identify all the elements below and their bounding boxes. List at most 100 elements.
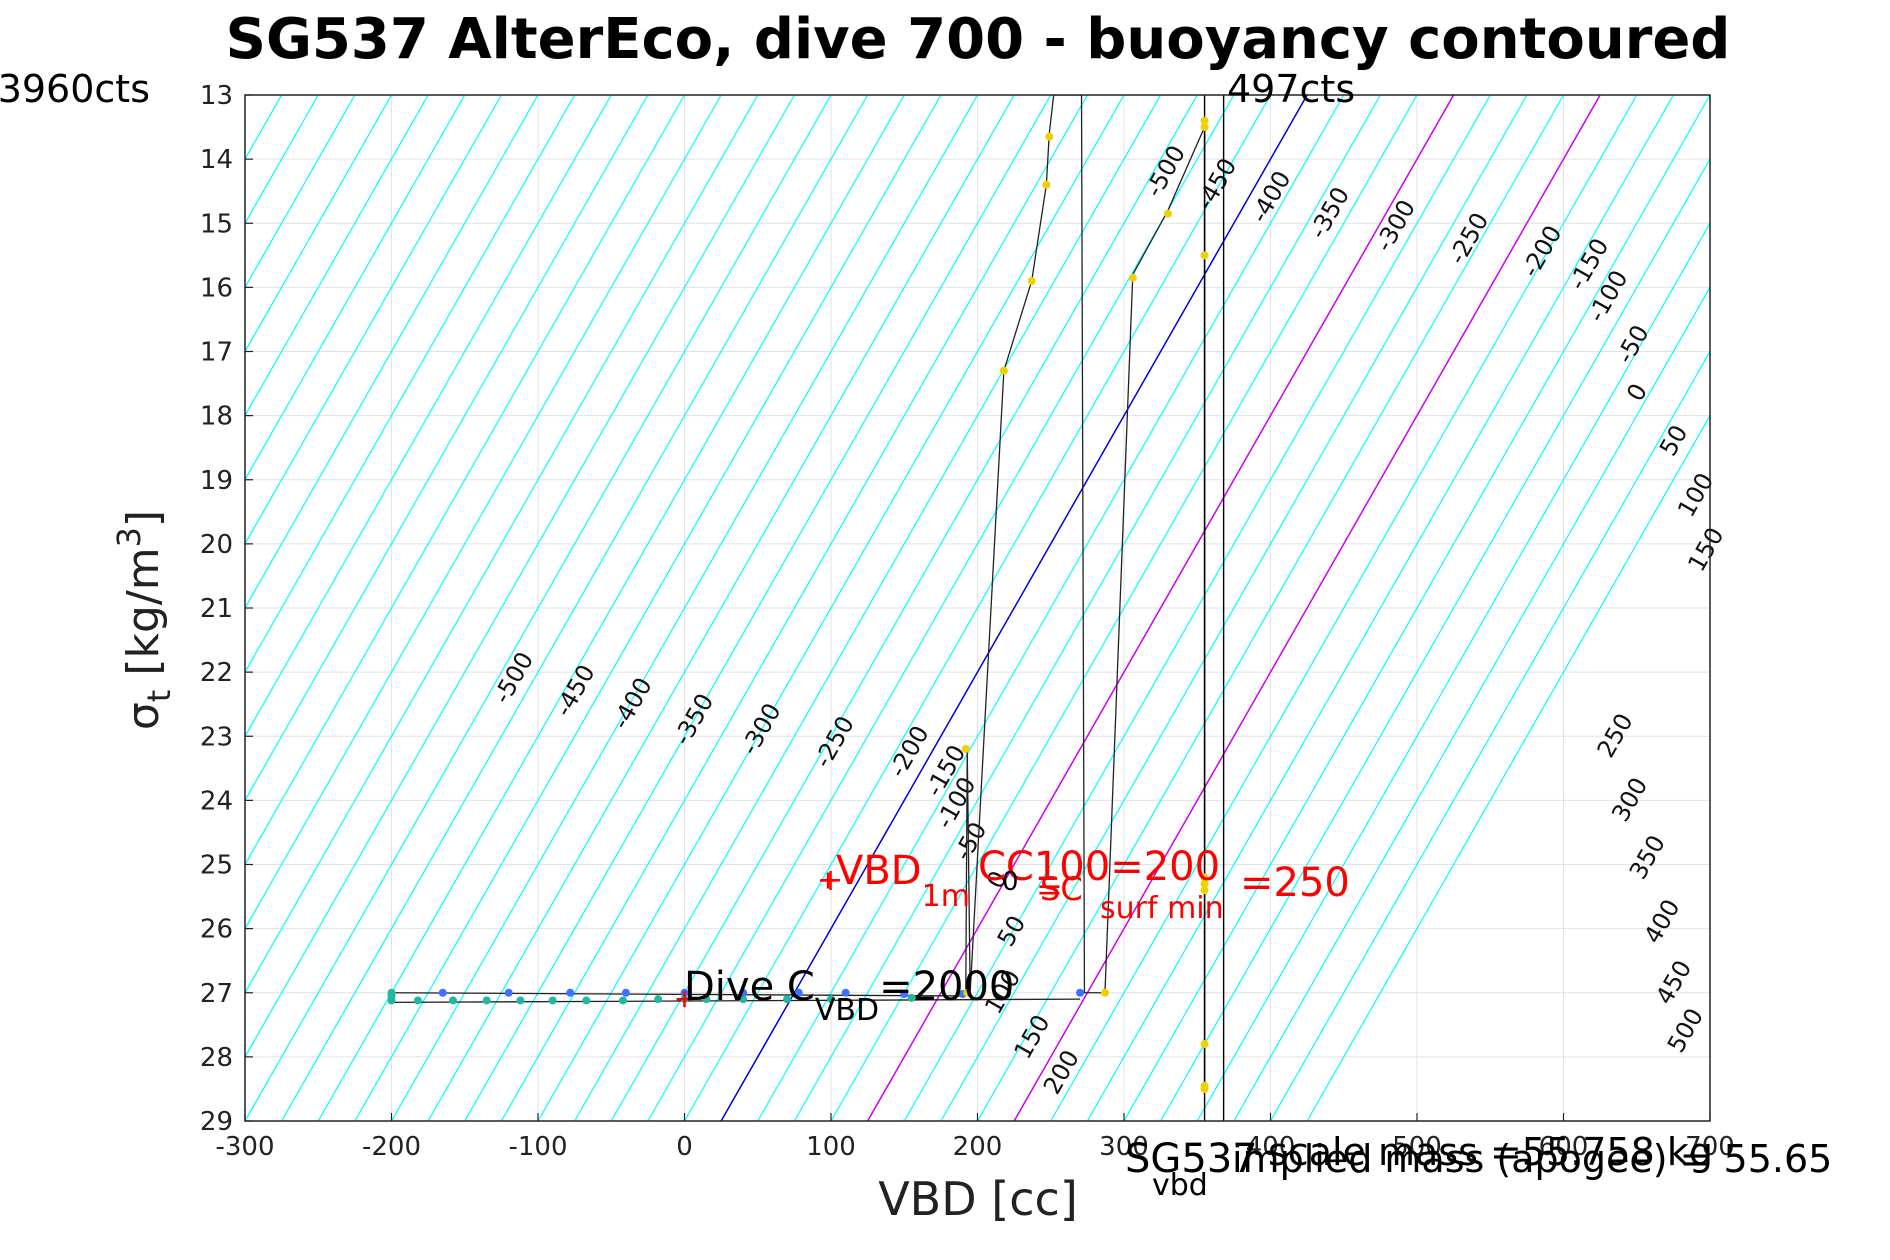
buoyancy-contour-line bbox=[245, 95, 576, 674]
top-left-counts-label: 3960cts bbox=[0, 67, 150, 111]
buoyancy-contour-line bbox=[0, 95, 99, 1121]
teal-data-point bbox=[618, 996, 627, 1005]
y-tick-label: 22 bbox=[200, 658, 233, 688]
y-tick-label: 19 bbox=[200, 466, 233, 496]
buoyancy-contour-line bbox=[500, 95, 1088, 1121]
y-axis-label-sup: 3 bbox=[110, 527, 148, 547]
teal-data-point bbox=[654, 995, 663, 1004]
buoyancy-contour-line bbox=[245, 95, 686, 866]
yellow-data-point bbox=[1200, 873, 1209, 882]
dive-c-subscript: VBD bbox=[815, 993, 879, 1028]
teal-data-point bbox=[827, 995, 835, 1004]
blue-data-point bbox=[739, 988, 748, 997]
vbd-axis-subscript: vbd bbox=[1152, 1168, 1208, 1203]
buoyancy-contour-line bbox=[245, 95, 649, 802]
buoyancy-contour-line bbox=[1233, 286, 1710, 1121]
x-tick-label: 200 bbox=[953, 1132, 1003, 1162]
yellow-data-point bbox=[1027, 276, 1036, 285]
teal-data-point bbox=[482, 996, 491, 1005]
dive-traces bbox=[391, 95, 1225, 1121]
teal-data-point bbox=[907, 993, 916, 1002]
blue-data-point bbox=[900, 990, 909, 999]
zero-c-annotation: 0 bbox=[1002, 867, 1019, 897]
y-tick-label: 28 bbox=[200, 1043, 233, 1073]
x-axis-ticks: -300 -200 -100 0 100 200 300 400 500 600 700 bbox=[215, 1113, 1735, 1162]
yellow-data-point bbox=[1200, 123, 1209, 132]
y-tick-label: 29 bbox=[200, 1107, 233, 1137]
y-tick-label: 23 bbox=[200, 722, 233, 752]
cc100-annotation: CC100=200 bbox=[978, 844, 1220, 890]
blue-data-point bbox=[1076, 988, 1085, 997]
teal-data-point bbox=[387, 996, 396, 1005]
yellow-data-point bbox=[961, 745, 970, 754]
buoyancy-contours bbox=[0, 95, 1710, 1121]
yellow-data-point bbox=[1200, 886, 1209, 895]
dive-c-text: Dive C bbox=[684, 964, 815, 1010]
buoyancy-contour-line bbox=[245, 95, 612, 738]
x-tick-label: 600 bbox=[1539, 1132, 1589, 1162]
x-tick-label: -300 bbox=[215, 1132, 274, 1162]
buoyancy-contour-line bbox=[245, 95, 759, 994]
teal-data-point bbox=[548, 996, 557, 1005]
yellow-data-point bbox=[1100, 988, 1109, 997]
buoyancy-contour-line bbox=[1050, 95, 1638, 1121]
yellow-data-point bbox=[1200, 251, 1209, 260]
vbd-1m-subscript: 1m bbox=[922, 879, 970, 914]
blue-data-point bbox=[621, 988, 630, 997]
y-tick-label: 13 bbox=[200, 81, 233, 111]
sc-equals-annotation: = bbox=[1036, 870, 1063, 908]
y-axis-ticks: 13 14 15 16 17 18 19 20 21 22 23 24 25 26 27 28 29 bbox=[200, 81, 253, 1137]
yellow-data-point bbox=[1163, 209, 1172, 218]
teal-data-point bbox=[739, 995, 748, 1004]
buoyancy-contour-line bbox=[683, 95, 1272, 1121]
buoyancy-contour-line bbox=[317, 95, 905, 1121]
buoyancy-contour-line bbox=[976, 95, 1565, 1121]
yellow-data-point bbox=[1200, 1084, 1209, 1093]
blue-data-point bbox=[841, 988, 850, 997]
y-tick-label: 20 bbox=[200, 530, 233, 560]
yellow-data-point bbox=[963, 988, 972, 997]
y-tick-label: 24 bbox=[200, 786, 233, 816]
buoyancy-contour-line bbox=[245, 95, 832, 1121]
y-tick-label: 15 bbox=[200, 209, 233, 239]
x-tick-label: -200 bbox=[362, 1132, 421, 1162]
buoyancy-contour-line bbox=[574, 95, 1162, 1121]
buoyancy-contour-line bbox=[281, 95, 869, 1121]
y-tick-label: 14 bbox=[200, 145, 233, 175]
buoyancy-contour-line bbox=[537, 95, 1125, 1121]
implied-mass-label: implied mass (apogee) = 55.65 bbox=[1232, 1137, 1832, 1181]
top-right-counts-label: 497cts bbox=[1227, 67, 1355, 111]
buoyancy-contour-line bbox=[1013, 95, 1601, 1121]
blue-data-point bbox=[504, 988, 513, 997]
blue-data-point bbox=[794, 988, 803, 997]
buoyancy-contour-line bbox=[245, 95, 795, 1059]
x-tick-label: 300 bbox=[1099, 1132, 1149, 1162]
buoyancy-contour-line bbox=[245, 95, 429, 417]
buoyancy-contour-line bbox=[390, 95, 979, 1121]
yellow-data-point bbox=[1200, 116, 1209, 125]
buoyancy-contour-line bbox=[245, 95, 393, 353]
y-tick-label: 26 bbox=[200, 915, 233, 945]
blue-data-point bbox=[438, 988, 447, 997]
buoyancy-contour-line bbox=[830, 95, 1418, 1121]
buoyancy-contour-line bbox=[1269, 350, 1710, 1121]
buoyancy-contour-line bbox=[0, 95, 25, 1121]
buoyancy-contour-line bbox=[610, 95, 1198, 1121]
y-axis-label-sigma: σ bbox=[118, 702, 169, 730]
surf-min-subscript: surf min bbox=[1100, 891, 1224, 926]
y-tick-label: 27 bbox=[200, 979, 233, 1009]
buoyancy-contour-line bbox=[245, 95, 502, 546]
x-tick-label: -100 bbox=[508, 1132, 567, 1162]
vbd-1m-plus: + bbox=[818, 863, 843, 898]
teal-data-point bbox=[413, 996, 422, 1005]
teal-data-point bbox=[449, 996, 458, 1005]
dive-trace-line bbox=[391, 95, 1206, 1089]
sg537-label: SG537 bbox=[1125, 1136, 1258, 1182]
dive-c-value: =2000 bbox=[879, 964, 1014, 1010]
x-tick-label: 500 bbox=[1392, 1132, 1442, 1162]
buoyancy-contour-line bbox=[427, 95, 1015, 1121]
teal-data-point bbox=[702, 995, 711, 1004]
x-tick-label: 100 bbox=[806, 1132, 856, 1162]
vbd-1m-text: VBD bbox=[836, 848, 922, 894]
buoyancy-contour-line bbox=[245, 95, 539, 610]
